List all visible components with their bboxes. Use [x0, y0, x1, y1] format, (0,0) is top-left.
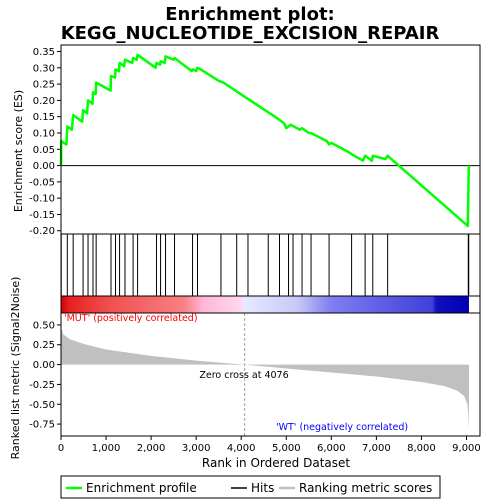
- metric-xtick-label: 7,000: [362, 443, 391, 454]
- metric-xtick-label: 2,000: [137, 443, 166, 454]
- hits-panel-frame: [61, 234, 480, 296]
- metric-xtick-label: 5,000: [272, 443, 301, 454]
- es-ytick-label: 0.25: [33, 80, 55, 91]
- es-ytick-label: 0.00: [33, 161, 55, 172]
- zero-cross-label: Zero cross at 4076: [199, 370, 288, 381]
- legend-label-enrichment-profile: Enrichment profile: [86, 481, 197, 495]
- heatmap-fill: [61, 296, 469, 313]
- positive-correlation-label: 'MUT' (positively correlated): [64, 313, 198, 324]
- es-panel-frame: [61, 45, 480, 234]
- es-ytick-label: 0.35: [33, 47, 55, 58]
- es-ytick-label: 0.20: [33, 96, 55, 107]
- metric-xtick-label: 3,000: [182, 443, 211, 454]
- chart-title-line-2: KEGG_NUCLEOTIDE_EXCISION_REPAIR: [61, 23, 440, 44]
- legend-label-hits: Hits: [251, 481, 274, 495]
- metric-xtick-label: 4,000: [227, 443, 256, 454]
- es-ytick-label: -0.10: [29, 194, 55, 205]
- hits-panel: [61, 234, 480, 296]
- metric-ytick-label: 0.50: [33, 320, 55, 331]
- metric-ytick-label: -0.75: [29, 420, 55, 431]
- es-ytick-label: -0.05: [29, 177, 55, 188]
- negative-correlation-label: 'WT' (negatively correlated): [276, 422, 408, 433]
- enrichment-profile-line: [61, 55, 469, 226]
- metric-ytick-label: 0.25: [33, 340, 55, 351]
- legend-label-ranking-metric: Ranking metric scores: [299, 481, 432, 495]
- metric-ytick-label: -0.25: [29, 380, 55, 391]
- metric-ylabel: Ranked list metric (Signal2Noise): [9, 277, 22, 460]
- es-ytick-label: 0.30: [33, 63, 55, 74]
- es-ytick-label: 0.05: [33, 145, 55, 156]
- chart-title-line-1: Enrichment plot:: [165, 4, 335, 25]
- es-ytick-label: 0.15: [33, 112, 55, 123]
- metric-xtick-label: 0: [58, 443, 64, 454]
- metric-xtick-label: 8,000: [407, 443, 436, 454]
- es-ylabel: Enrichment score (ES): [12, 90, 25, 212]
- metric-xlabel: Rank in Ordered Dataset: [202, 456, 350, 470]
- es-ytick-label: 0.10: [33, 128, 55, 139]
- es-ytick-label: -0.15: [29, 210, 55, 221]
- ranking-metric-panel: 0.50 0.25 0.00 -0.25 -0.50 -0.75 0 1,000 2,000 3,…: [29, 313, 481, 454]
- metric-xtick-label: 9,000: [452, 443, 481, 454]
- metric-xtick-label: 1,000: [92, 443, 121, 454]
- metric-ytick-label: 0.00: [33, 360, 55, 371]
- es-ytick-label: -0.20: [29, 226, 55, 237]
- metric-xtick-label: 6,000: [317, 443, 346, 454]
- legend: Enrichment profile Hits Ranking metric s…: [61, 476, 440, 498]
- enrichment-score-panel: 0.35 0.30 0.25 0.20 0.15 0.10 0.05 0.00 -0.05 -0.…: [29, 45, 480, 237]
- rank-heatmap-bar: [61, 296, 480, 313]
- metric-ytick-label: -0.50: [29, 400, 55, 411]
